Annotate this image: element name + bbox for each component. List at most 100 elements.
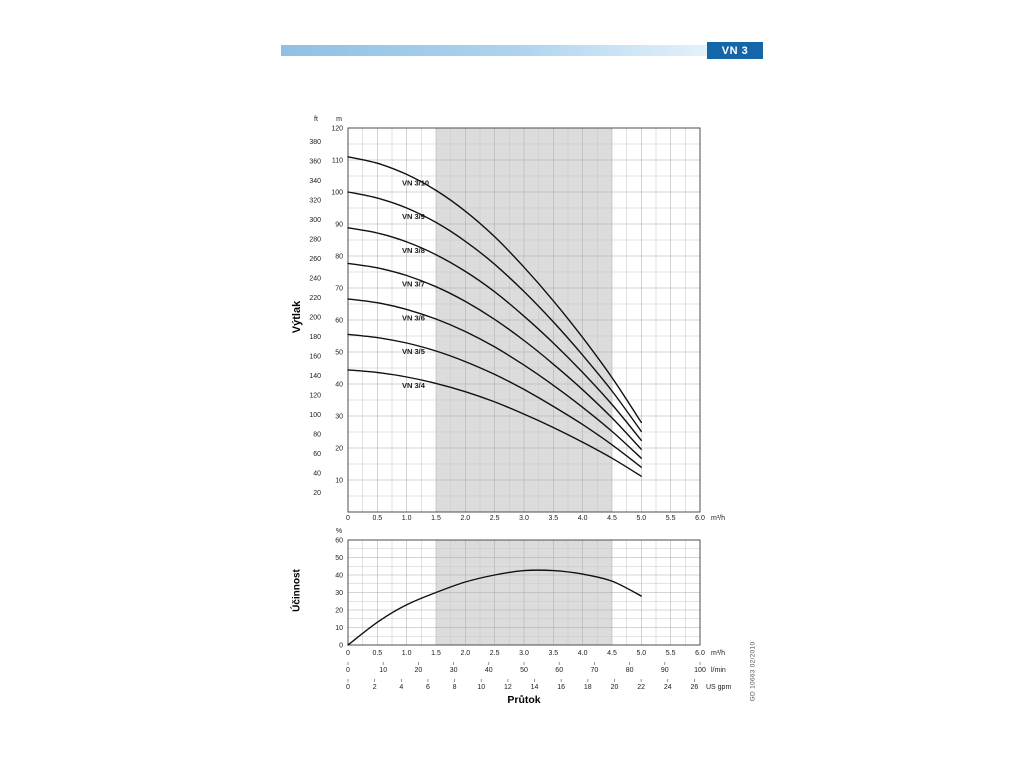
percent-unit-label: % <box>336 528 342 535</box>
curve-label: VN 3/5 <box>402 347 425 356</box>
header-rule <box>281 45 707 56</box>
usgpm-tick-label: 14 <box>531 684 539 691</box>
curve-vn-3-5 <box>347 333 642 468</box>
m-tick-label: 90 <box>335 222 343 229</box>
m-tick-label: 70 <box>335 286 343 293</box>
usgpm-tick-label: 2 <box>373 684 377 691</box>
lmin-tick-label: 100 <box>694 667 706 674</box>
flow-tick-label: 4.0 <box>578 515 588 522</box>
m-tick-label: 100 <box>331 190 343 197</box>
usgpm-tick-label: 12 <box>504 684 512 691</box>
curve-vn-3-9 <box>347 191 642 433</box>
ft-tick-label: 360 <box>309 158 321 165</box>
percent-tick-label: 60 <box>335 538 343 545</box>
flow-unit-label: m³/h <box>711 515 725 522</box>
lmin-tick-label: 60 <box>555 667 563 674</box>
m-tick-label: 30 <box>335 414 343 421</box>
ft-tick-label: 300 <box>309 217 321 224</box>
usgpm-tick-label: 10 <box>477 684 485 691</box>
curve-label: VN 3/6 <box>402 313 425 322</box>
lmin-tick-label: 40 <box>485 667 493 674</box>
efficiency-chart: 0 10 20 30 40 50 60% <box>335 528 701 650</box>
flow-tick-label: 3.0 <box>519 650 529 657</box>
m-tick-label: 20 <box>335 446 343 453</box>
flow-tick-label: 2.5 <box>490 515 500 522</box>
flow-tick-label: 3.5 <box>548 515 558 522</box>
m-tick-label: 60 <box>335 318 343 325</box>
ft-tick-label: 340 <box>309 178 321 185</box>
ft-tick-label: 320 <box>309 197 321 204</box>
lmin-tick-label: 90 <box>661 667 669 674</box>
percent-tick-label: 30 <box>335 590 343 597</box>
head-axis-title: Výtlak <box>291 300 303 334</box>
flow-tick-label: 3.5 <box>548 650 558 657</box>
curve-label: VN 3/10 <box>402 178 429 187</box>
ft-tick-label: 240 <box>309 275 321 282</box>
flow-tick-label: 6.0 <box>695 650 705 657</box>
curve-label: VN 3/8 <box>402 246 425 255</box>
ft-tick-label: 120 <box>309 392 321 399</box>
flow-tick-label: 3.0 <box>519 515 529 522</box>
curve-vn-3-6 <box>347 298 642 459</box>
usgpm-tick-label: 16 <box>557 684 565 691</box>
flow-tick-label: 4.5 <box>607 515 617 522</box>
efficiency-curve <box>347 569 642 646</box>
curve-vn-3-8 <box>347 227 642 441</box>
m-tick-label: 80 <box>335 254 343 261</box>
usgpm-tick-label: 24 <box>664 684 672 691</box>
usgpm-tick-label: 4 <box>399 684 403 691</box>
ft-tick-label: 140 <box>309 373 321 380</box>
ft-tick-label: 380 <box>309 139 321 146</box>
ft-tick-label: 200 <box>309 314 321 321</box>
efficiency-axis-title: Účinnost <box>291 569 303 612</box>
flow-tick-label: 4.5 <box>607 650 617 657</box>
usgpm-tick-label: 26 <box>691 684 699 691</box>
flow-axis-title: Průtok <box>507 694 541 706</box>
lmin-tick-label: 80 <box>626 667 634 674</box>
flow-tick-label: 1.0 <box>402 650 412 657</box>
lmin-tick-label: 30 <box>450 667 458 674</box>
flow-tick-label: 4.0 <box>578 650 588 657</box>
flow-tick-label: 5.0 <box>636 515 646 522</box>
percent-tick-label: 40 <box>335 573 343 580</box>
curve-label: VN 3/9 <box>402 212 425 221</box>
flow-tick-label: 0.5 <box>372 650 382 657</box>
flow-unit-label: m³/h <box>711 650 725 657</box>
model-label: VN 3 <box>721 44 749 57</box>
lmin-tick-label: 70 <box>591 667 599 674</box>
m-tick-label: 40 <box>335 382 343 389</box>
ft-tick-label: 220 <box>309 295 321 302</box>
plot-border <box>347 127 701 513</box>
curve-vn-3-7 <box>347 262 642 450</box>
ft-tick-label: 80 <box>313 431 321 438</box>
flow-tick-label: 5.0 <box>636 650 646 657</box>
curve-vn-3-10 <box>347 156 642 424</box>
usgpm-tick-label: 18 <box>584 684 592 691</box>
usgpm-tick-label: 0 <box>346 684 350 691</box>
flow-tick-label: 1.0 <box>402 515 412 522</box>
lmin-tick-label: 0 <box>346 667 350 674</box>
m-unit-label: m <box>336 116 342 123</box>
lmin-tick-label: 10 <box>379 667 387 674</box>
usgpm-tick-label: 22 <box>637 684 645 691</box>
flow-tick-label: 2.5 <box>490 650 500 657</box>
m-tick-label: 50 <box>335 350 343 357</box>
flow-tick-label: 1.5 <box>431 515 441 522</box>
ft-tick-label: 180 <box>309 334 321 341</box>
usgpm-unit-label: US gpm <box>706 684 731 691</box>
flow-tick-label: 0 <box>346 515 350 522</box>
percent-tick-label: 50 <box>335 555 343 562</box>
percent-tick-label: 0 <box>339 643 343 650</box>
lmin-unit-label: l/min <box>711 667 726 674</box>
usgpm-tick-label: 20 <box>611 684 619 691</box>
ft-tick-label: 20 <box>313 490 321 497</box>
flow-tick-label: 0.5 <box>372 515 382 522</box>
ft-tick-label: 40 <box>313 470 321 477</box>
ft-tick-label: 280 <box>309 236 321 243</box>
curve-label: VN 3/7 <box>402 280 425 289</box>
ft-tick-label: 100 <box>309 412 321 419</box>
curve-label: VN 3/4 <box>402 381 426 390</box>
flow-tick-label: 0 <box>346 650 350 657</box>
